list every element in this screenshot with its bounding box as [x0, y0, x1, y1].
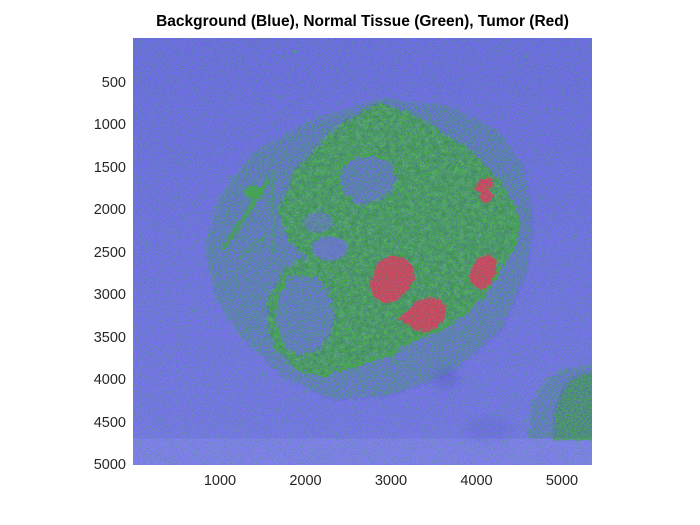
x-tick-label: 1000 [203, 473, 237, 489]
y-tick-label: 3500 [93, 329, 126, 346]
y-tick-label: 1500 [93, 159, 126, 176]
x-tick-label: 2000 [289, 473, 322, 489]
y-tick-label: 1000 [93, 117, 126, 134]
x-tick-label: 5000 [545, 473, 579, 489]
y-tick-label: 2500 [93, 244, 126, 261]
y-tick-label: 5000 [93, 457, 126, 473]
y-tick-label: 3000 [93, 287, 126, 304]
x-tick-label: 3000 [374, 473, 408, 489]
y-tick-label: 500 [101, 74, 126, 91]
segmentation-image [133, 38, 592, 465]
plot-title: Background (Blue), Normal Tissue (Green)… [156, 13, 569, 30]
x-tick-label: 4000 [460, 473, 493, 489]
y-tick-label: 4500 [93, 414, 126, 431]
plot-area [133, 38, 592, 465]
y-tick-label: 2000 [93, 202, 126, 219]
global-green-speckle [133, 38, 592, 465]
y-tick-label: 4000 [93, 372, 126, 389]
